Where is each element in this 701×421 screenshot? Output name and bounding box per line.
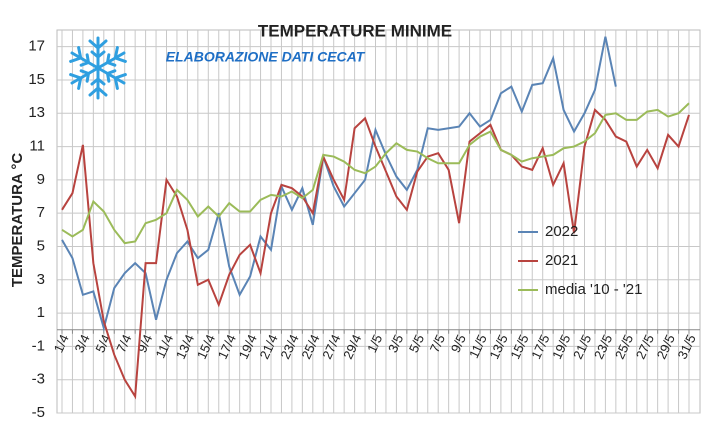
series-line: [61, 102, 690, 245]
y-tick-label: 5: [37, 237, 45, 254]
chart-subtitle: ELABORAZIONE DATI CECAT: [166, 49, 366, 65]
legend-label: 2022: [545, 223, 578, 240]
y-tick-label: -1: [32, 337, 45, 354]
y-tick-label: 1: [37, 304, 45, 321]
legend-label: 2021: [545, 252, 578, 269]
x-tick-label: 7/4: [113, 332, 134, 355]
y-tick-label: 11: [29, 138, 45, 155]
x-tick-label: 3/5: [385, 332, 406, 355]
grid: [57, 30, 700, 414]
y-tick-label: 9: [37, 171, 45, 188]
y-tick-label: 17: [28, 38, 45, 55]
series-line: [61, 36, 617, 332]
x-tick-label: 9/5: [448, 332, 469, 355]
x-tick-label: 1/4: [51, 332, 72, 355]
y-tick-label: 7: [37, 204, 45, 221]
series-line: [61, 108, 690, 400]
x-tick-label: 1/5: [364, 332, 385, 355]
y-tick-label: 3: [37, 271, 45, 288]
y-tick-label: -5: [32, 404, 45, 421]
snowflake-icon: [66, 36, 130, 100]
legend-label: media '10 - '21: [545, 281, 642, 298]
y-tick-label: -3: [32, 371, 45, 388]
y-axis-label: TEMPERATURA °C: [9, 153, 26, 287]
y-tick-label: 15: [28, 71, 45, 88]
x-tick-label: 5/5: [406, 332, 427, 355]
chart-title: TEMPERATURE MINIME: [258, 21, 452, 40]
x-tick-label: 3/4: [71, 332, 92, 355]
y-tick-label: 13: [28, 104, 45, 121]
x-tick-label: 7/5: [427, 332, 448, 355]
